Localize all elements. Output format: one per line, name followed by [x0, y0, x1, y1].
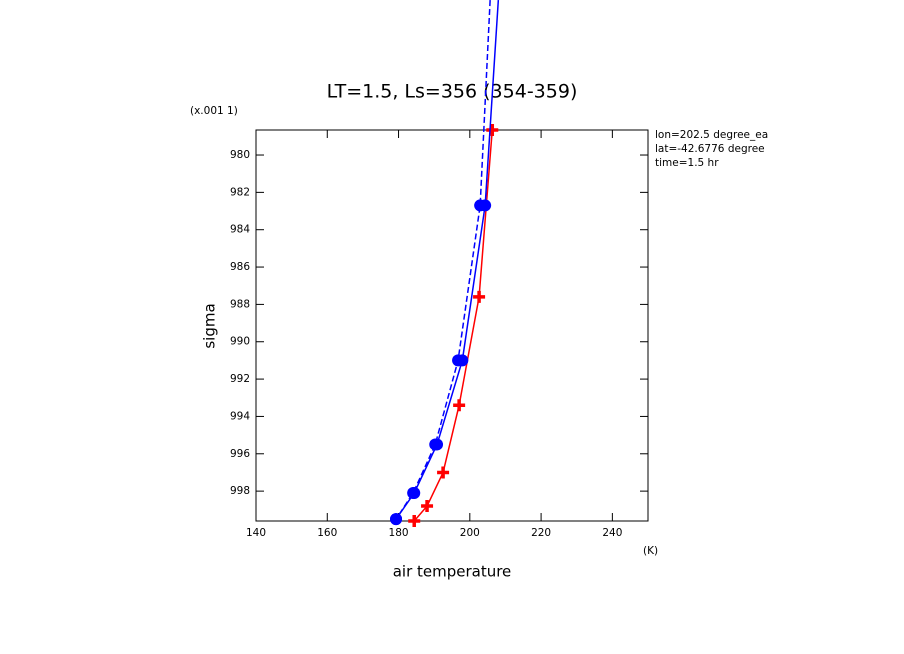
- data-point: [429, 438, 442, 451]
- y-tick-label: 996: [230, 448, 250, 460]
- chart-title: LT=1.5, Ls=356 (354-359): [327, 81, 578, 103]
- x-tick-label: 180: [389, 527, 409, 539]
- annotation: lat=-42.6776 degree: [655, 143, 765, 155]
- data-point: [407, 486, 420, 499]
- x-tick-label: 200: [460, 527, 480, 539]
- y-tick-label: 988: [230, 298, 250, 310]
- data-point: [390, 513, 403, 526]
- data-point: [437, 466, 450, 479]
- annotation: time=1.5 hr: [655, 157, 719, 169]
- y-tick-label: 994: [230, 410, 250, 422]
- y-tick-label: 986: [230, 261, 250, 273]
- x-tick-label: 220: [531, 527, 551, 539]
- data-point: [452, 354, 465, 367]
- data-point: [453, 399, 466, 412]
- data-point: [408, 515, 421, 527]
- annotation: lon=202.5 degree_ea: [655, 129, 768, 141]
- x-tick-label: 140: [246, 527, 266, 539]
- data-point: [473, 290, 486, 303]
- annotation-clip: [780, 120, 904, 180]
- x-tick-label: 160: [317, 527, 337, 539]
- plot-frame: [255, 129, 649, 522]
- y-tick-label: 980: [230, 149, 250, 161]
- y-axis-label: sigma: [201, 303, 219, 348]
- y-unit: (x.001 1): [190, 105, 238, 117]
- y-tick-label: 984: [230, 224, 250, 236]
- y-tick-label: 982: [230, 186, 250, 198]
- series-line: [395, 0, 500, 520]
- data-point: [486, 124, 499, 136]
- y-tick-label: 998: [230, 485, 250, 497]
- y-tick-label: 992: [230, 373, 250, 385]
- series-line: [395, 0, 491, 520]
- y-tick-label: 990: [230, 336, 250, 348]
- data-point: [474, 199, 487, 212]
- data-point: [421, 500, 434, 513]
- x-tick-label: 240: [602, 527, 622, 539]
- x-axis-label: air temperature: [393, 563, 512, 581]
- x-unit: (K): [643, 545, 658, 557]
- series-line: [413, 129, 494, 522]
